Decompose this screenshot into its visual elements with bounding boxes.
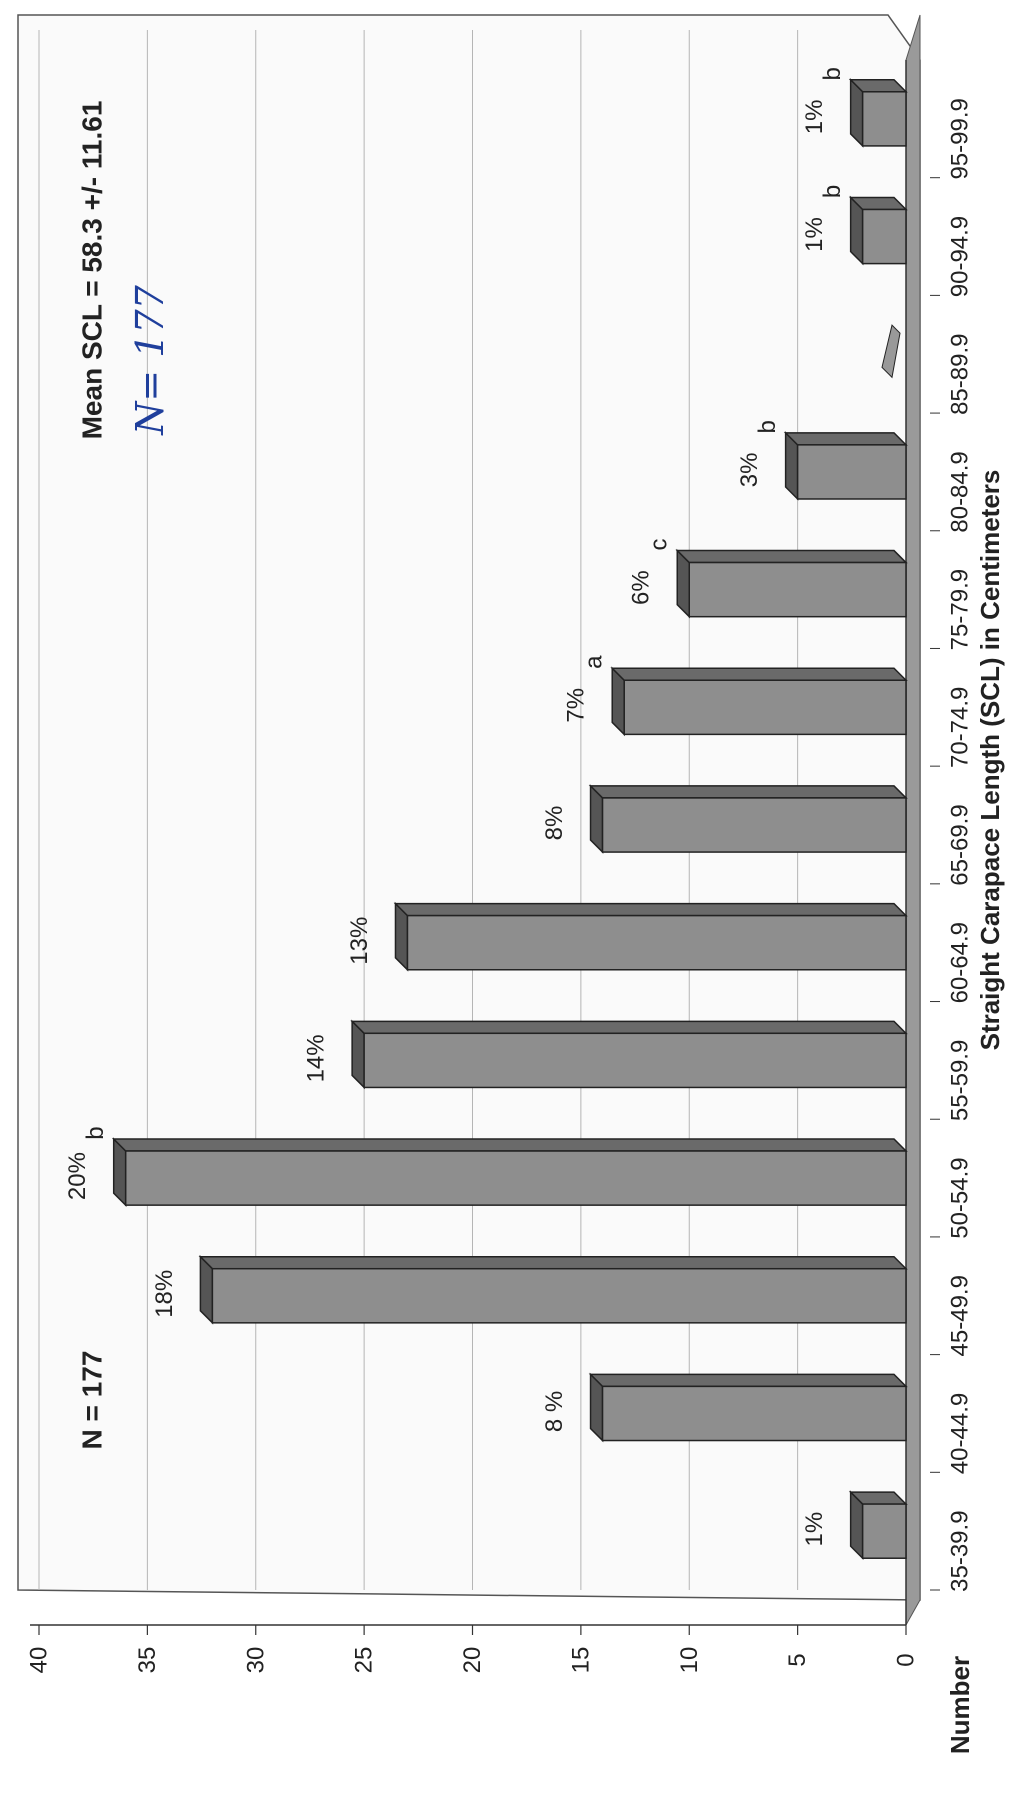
percent-label: 8%	[541, 806, 568, 841]
value-tick-label: 15	[567, 1647, 594, 1674]
category-label: 90-94.9	[947, 216, 974, 297]
value-tick-label: 40	[26, 1647, 53, 1674]
bar-side	[350, 1020, 908, 1035]
percent-label: 3%	[736, 453, 763, 488]
percent-label: 1%	[801, 100, 828, 135]
labels: 0 5 10 15 20 25 30 35 40 35-39.9 1% 40-44.9 8 % 45-49…	[26, 67, 1006, 1754]
category-label: 80-84.9	[947, 451, 974, 532]
bar	[363, 1032, 907, 1089]
bar	[601, 1385, 907, 1442]
bar-side	[111, 1138, 908, 1152]
category-label: 55-59.9	[947, 1040, 974, 1121]
x-axis-title: Straight Carapace Length (SCL) in Centim…	[975, 470, 1005, 1051]
bar-side	[393, 902, 908, 917]
letter-label: b	[754, 420, 781, 433]
bar	[211, 1267, 907, 1324]
value-tick-label: 10	[676, 1647, 703, 1674]
percent-label: 14%	[303, 1034, 330, 1082]
bar-side	[588, 1373, 908, 1388]
percent-label: 20%	[64, 1152, 91, 1200]
value-tick-label: 20	[459, 1647, 486, 1674]
value-tick-label: 25	[351, 1647, 378, 1674]
category-label: 60-64.9	[947, 922, 974, 1003]
category-label: 95-99.9	[947, 98, 974, 179]
percent-label: 8 %	[541, 1391, 568, 1432]
bar	[688, 561, 907, 618]
empty-bar-marker	[881, 324, 901, 379]
bar	[406, 914, 907, 971]
percent-label: 1%	[801, 1512, 828, 1547]
category-label: 50-54.9	[947, 1157, 974, 1238]
category-label: 35-39.9	[947, 1510, 974, 1591]
letter-label: b	[819, 185, 846, 198]
bar	[796, 444, 907, 500]
category-label: 75-79.9	[947, 569, 974, 650]
bar	[861, 208, 907, 265]
bar	[861, 91, 907, 147]
category-label: 45-49.9	[947, 1275, 974, 1356]
bar	[124, 1150, 907, 1206]
bars	[111, 77, 908, 1561]
percent-label: 7%	[563, 688, 590, 723]
n-annotation: N = 177	[77, 1351, 108, 1450]
mean-annotation: Mean SCL = 58.3 +/- 11.61	[77, 101, 108, 440]
percent-label: 1%	[801, 217, 828, 252]
handwritten-n-annotation: N= 177	[128, 284, 172, 436]
category-label: 70-74.9	[947, 687, 974, 768]
category-label: 65-69.9	[947, 804, 974, 885]
bar-side	[675, 549, 908, 564]
y-axis-title: Number	[945, 1656, 975, 1754]
percent-label: 13%	[346, 917, 373, 965]
bar	[861, 1503, 907, 1559]
letter-label: c	[646, 539, 673, 551]
letter-label: b	[82, 1126, 109, 1139]
bar	[601, 797, 907, 853]
bar-side	[588, 785, 908, 799]
category-label: 85-89.9	[947, 334, 974, 415]
percent-label: 18%	[151, 1270, 178, 1318]
letter-label: a	[581, 655, 608, 669]
value-tick-label: 5	[784, 1653, 811, 1666]
category-label: 40-44.9	[947, 1393, 974, 1474]
bar	[623, 679, 907, 736]
plot-floor	[905, 14, 921, 1627]
value-tick-label: 30	[242, 1647, 269, 1674]
bar-side	[610, 667, 908, 681]
value-tick-label: 35	[134, 1647, 161, 1674]
percent-label: 6%	[628, 570, 655, 605]
value-tick-label: 0	[893, 1653, 920, 1666]
bar-side	[783, 432, 908, 446]
gridlines	[38, 30, 940, 1635]
letter-label: b	[819, 67, 846, 80]
bar-side	[198, 1255, 908, 1270]
